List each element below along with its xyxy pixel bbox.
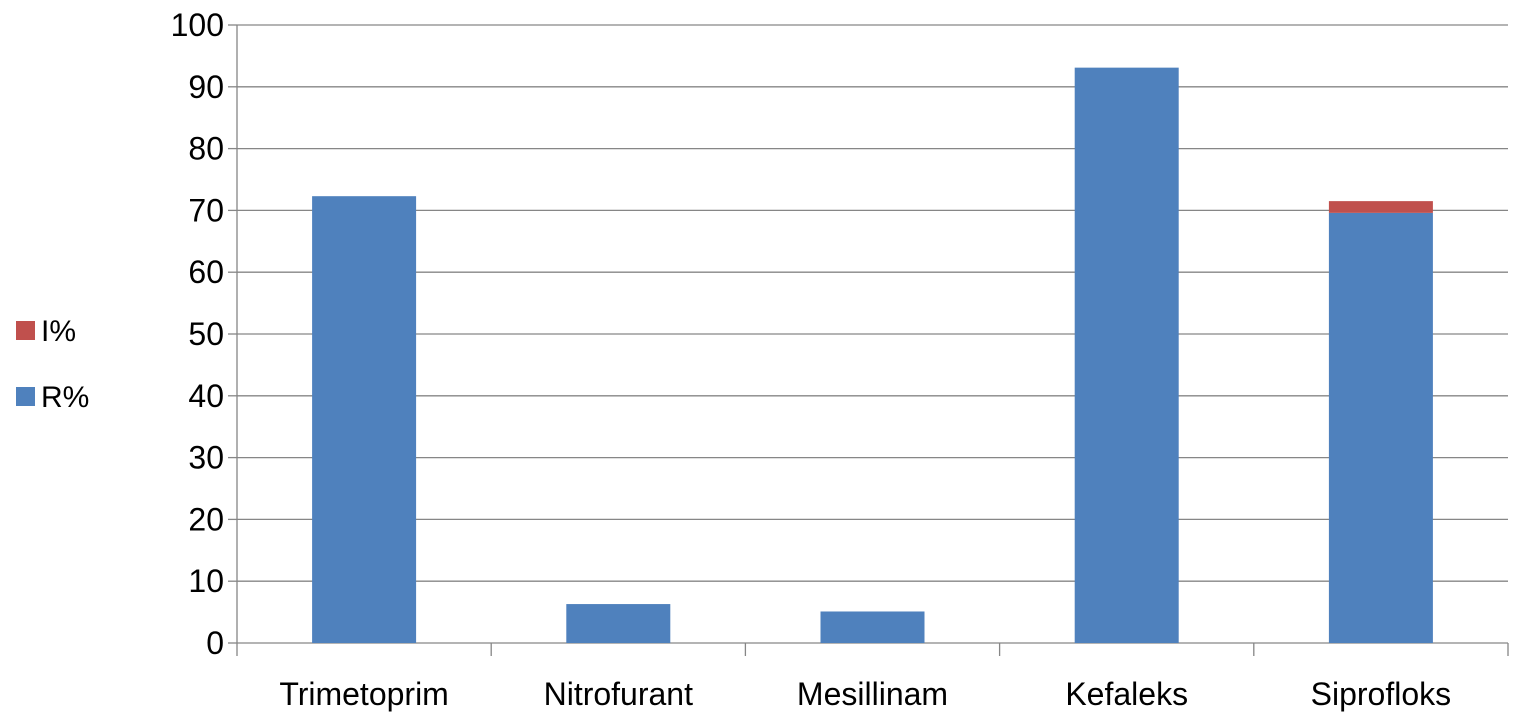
legend-label: I% bbox=[41, 315, 76, 348]
legend: I% R% bbox=[16, 315, 89, 414]
legend-swatch bbox=[16, 321, 35, 340]
x-tick-label: Siprofloks bbox=[1311, 676, 1452, 712]
y-tick-label: 0 bbox=[206, 625, 224, 661]
y-tick-label: 70 bbox=[188, 192, 224, 228]
y-tick-label: 60 bbox=[188, 254, 224, 290]
y-tick-label: 50 bbox=[188, 316, 224, 352]
bar-r-pct bbox=[312, 196, 417, 643]
gridlines bbox=[237, 24, 1508, 582]
bar-r-pct bbox=[820, 611, 925, 643]
x-tick-label: Kefaleks bbox=[1065, 676, 1188, 712]
bar-i-pct bbox=[1328, 201, 1433, 213]
y-tick-label: 20 bbox=[188, 501, 224, 537]
y-tick-label: 80 bbox=[188, 131, 224, 167]
y-tick-label: 30 bbox=[188, 440, 224, 476]
x-tick-label: Nitrofurant bbox=[544, 676, 694, 712]
bar-r-pct bbox=[566, 604, 671, 643]
y-tick-label: 10 bbox=[188, 563, 224, 599]
y-tick-label: 90 bbox=[188, 69, 224, 105]
bar-r-pct bbox=[1328, 212, 1433, 643]
y-tick-label: 100 bbox=[171, 7, 224, 43]
y-tick-label: 40 bbox=[188, 378, 224, 414]
legend-label: R% bbox=[41, 381, 89, 414]
legend-swatch bbox=[16, 387, 35, 406]
x-axis: Trimetoprim Nitrofurant Mesillinam Kefaleks… bbox=[236, 642, 1509, 712]
bars bbox=[312, 67, 1433, 644]
x-tick-label: Mesillinam bbox=[797, 676, 948, 712]
x-tick-label: Trimetoprim bbox=[279, 676, 448, 712]
y-axis: 0 10 20 30 40 50 60 70 80 90 100 bbox=[171, 7, 238, 661]
bar-r-pct bbox=[1074, 67, 1179, 644]
